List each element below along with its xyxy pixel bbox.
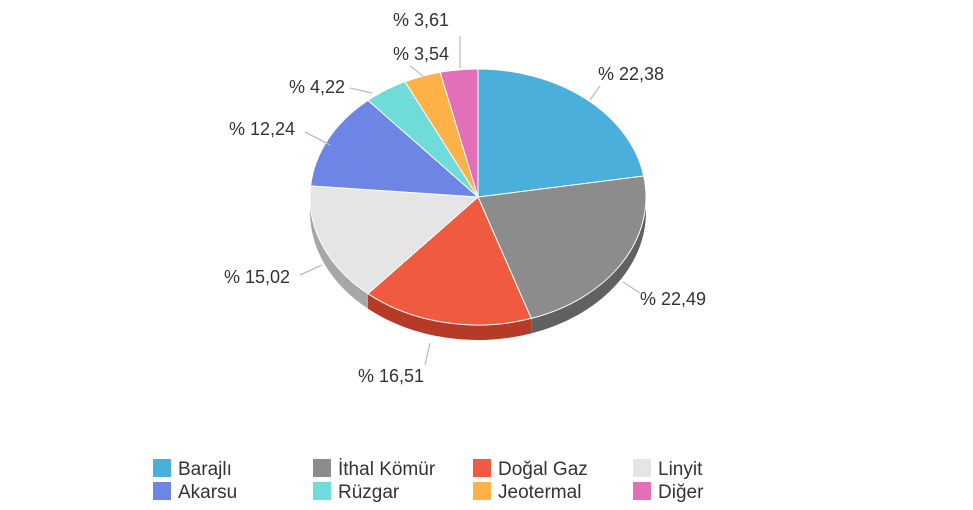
legend: Barajlı İthal Kömür Doğal Gaz Linyit Akarsu R…	[153, 459, 704, 503]
slice-label-dogal-gaz: % 16,51	[358, 366, 424, 386]
leader-line-dogal-gaz	[424, 342, 431, 366]
slice-label-ruzgar: % 4,22	[289, 77, 345, 97]
legend-swatch-ithal-komur	[313, 459, 331, 477]
legend-item-barajli[interactable]: Barajlı	[153, 459, 232, 480]
legend-swatch-dogal-gaz	[473, 459, 491, 477]
slice-side-linyit	[310, 197, 368, 309]
slice-side-ithal-komur	[531, 197, 646, 334]
legend-swatch-jeotermal	[473, 482, 491, 500]
legend-swatch-ruzgar	[313, 482, 331, 500]
legend-item-jeotermal[interactable]: Jeotermal	[473, 482, 581, 503]
leader-line-linyit	[299, 264, 323, 276]
leader-line-barajli	[589, 85, 601, 101]
legend-swatch-linyit	[633, 459, 651, 477]
legend-label-jeotermal: Jeotermal	[498, 482, 581, 503]
legend-item-diger[interactable]: Diğer	[633, 482, 704, 503]
slice-label-barajli: % 22,38	[598, 64, 664, 84]
legend-label-ithal-komur: İthal Kömür	[338, 459, 436, 480]
legend-label-akarsu: Akarsu	[178, 482, 237, 503]
slice-linyit[interactable]	[309, 185, 480, 295]
legend-item-akarsu[interactable]: Akarsu	[153, 482, 237, 503]
slice-side-dogal-gaz	[367, 293, 532, 341]
legend-item-ithal-komur[interactable]: İthal Kömür	[313, 459, 436, 480]
leader-line-jeotermal	[409, 65, 424, 77]
legend-swatch-diger	[633, 482, 651, 500]
slice-dogal-gaz[interactable]	[367, 196, 532, 326]
slice-ithal-komur[interactable]	[477, 175, 647, 319]
legend-item-linyit[interactable]: Linyit	[633, 459, 703, 480]
legend-label-dogal-gaz: Doğal Gaz	[498, 459, 588, 480]
slice-label-diger: % 3,61	[393, 10, 449, 30]
legend-label-barajli: Barajlı	[178, 459, 232, 480]
legend-item-dogal-gaz[interactable]: Doğal Gaz	[473, 459, 588, 480]
legend-label-ruzgar: Rüzgar	[338, 482, 400, 503]
legend-label-diger: Diğer	[658, 482, 704, 503]
slice-label-ithal-komur: % 22,49	[640, 289, 706, 309]
leader-line-akarsu	[304, 131, 331, 146]
slice-akarsu[interactable]	[310, 99, 480, 198]
slice-label-linyit: % 15,02	[224, 267, 290, 287]
pie-slices	[309, 68, 647, 326]
legend-swatch-barajli	[153, 459, 171, 477]
slice-label-jeotermal: % 3,54	[393, 44, 449, 64]
legend-label-linyit: Linyit	[658, 459, 703, 480]
leader-line-ruzgar	[349, 87, 373, 94]
leader-line-ithal-komur	[622, 281, 641, 294]
legend-item-ruzgar[interactable]: Rüzgar	[313, 482, 400, 503]
pie-depth	[310, 197, 646, 341]
label-leaders	[299, 36, 641, 366]
slice-diger[interactable]	[439, 68, 479, 198]
slice-barajli[interactable]	[477, 68, 645, 198]
legend-swatch-akarsu	[153, 482, 171, 500]
slice-label-akarsu: % 12,24	[229, 119, 295, 139]
slice-labels: % 22,38 % 22,49 % 16,51 % 15,02 % 12,24 % 4,2…	[224, 10, 706, 386]
